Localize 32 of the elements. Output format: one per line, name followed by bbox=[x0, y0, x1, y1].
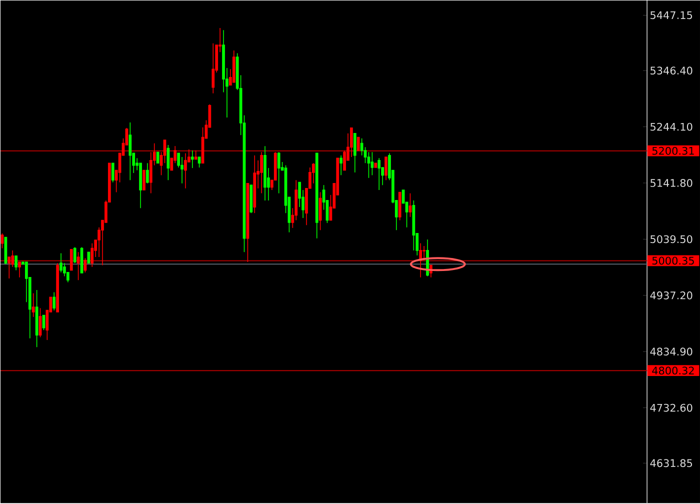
y-tick-label: 4732.60 bbox=[650, 404, 692, 412]
candlestick bbox=[212, 43, 215, 94]
candlestick bbox=[422, 246, 426, 261]
candlestick bbox=[294, 180, 298, 221]
candlestick bbox=[184, 152, 187, 189]
y-tick-label: 4631.85 bbox=[650, 459, 692, 468]
candlestick bbox=[32, 293, 35, 318]
candlestick bbox=[149, 152, 152, 194]
ref-line-label: 5000.35 bbox=[652, 256, 694, 265]
y-tick-label: 5346.40 bbox=[650, 66, 692, 75]
y-tick-label: 4834.90 bbox=[650, 348, 692, 356]
y-tick-label: 4937.20 bbox=[650, 292, 692, 300]
candlestick bbox=[60, 252, 62, 273]
candlestick bbox=[52, 292, 56, 311]
candlestick bbox=[340, 155, 342, 176]
y-tick-label: 5039.50 bbox=[650, 235, 692, 244]
ref-line-label: 4800.32 bbox=[652, 366, 694, 375]
y-tick-label: 5141.80 bbox=[650, 179, 692, 188]
candlestick bbox=[378, 158, 381, 191]
candlestick bbox=[128, 122, 132, 181]
candlestick bbox=[222, 30, 225, 93]
y-tick-label: 5244.10 bbox=[650, 123, 692, 131]
y-tick-label: 5447.15 bbox=[650, 12, 692, 20]
candlestick bbox=[90, 243, 94, 268]
candlestick bbox=[264, 146, 266, 202]
ref-line-label: 5200.31 bbox=[652, 147, 694, 155]
candlestick bbox=[63, 262, 66, 277]
candlestick bbox=[253, 155, 256, 214]
candlestick bbox=[190, 150, 194, 169]
candlestick bbox=[260, 152, 263, 194]
candlestick bbox=[146, 162, 149, 184]
candlestick bbox=[180, 156, 184, 184]
